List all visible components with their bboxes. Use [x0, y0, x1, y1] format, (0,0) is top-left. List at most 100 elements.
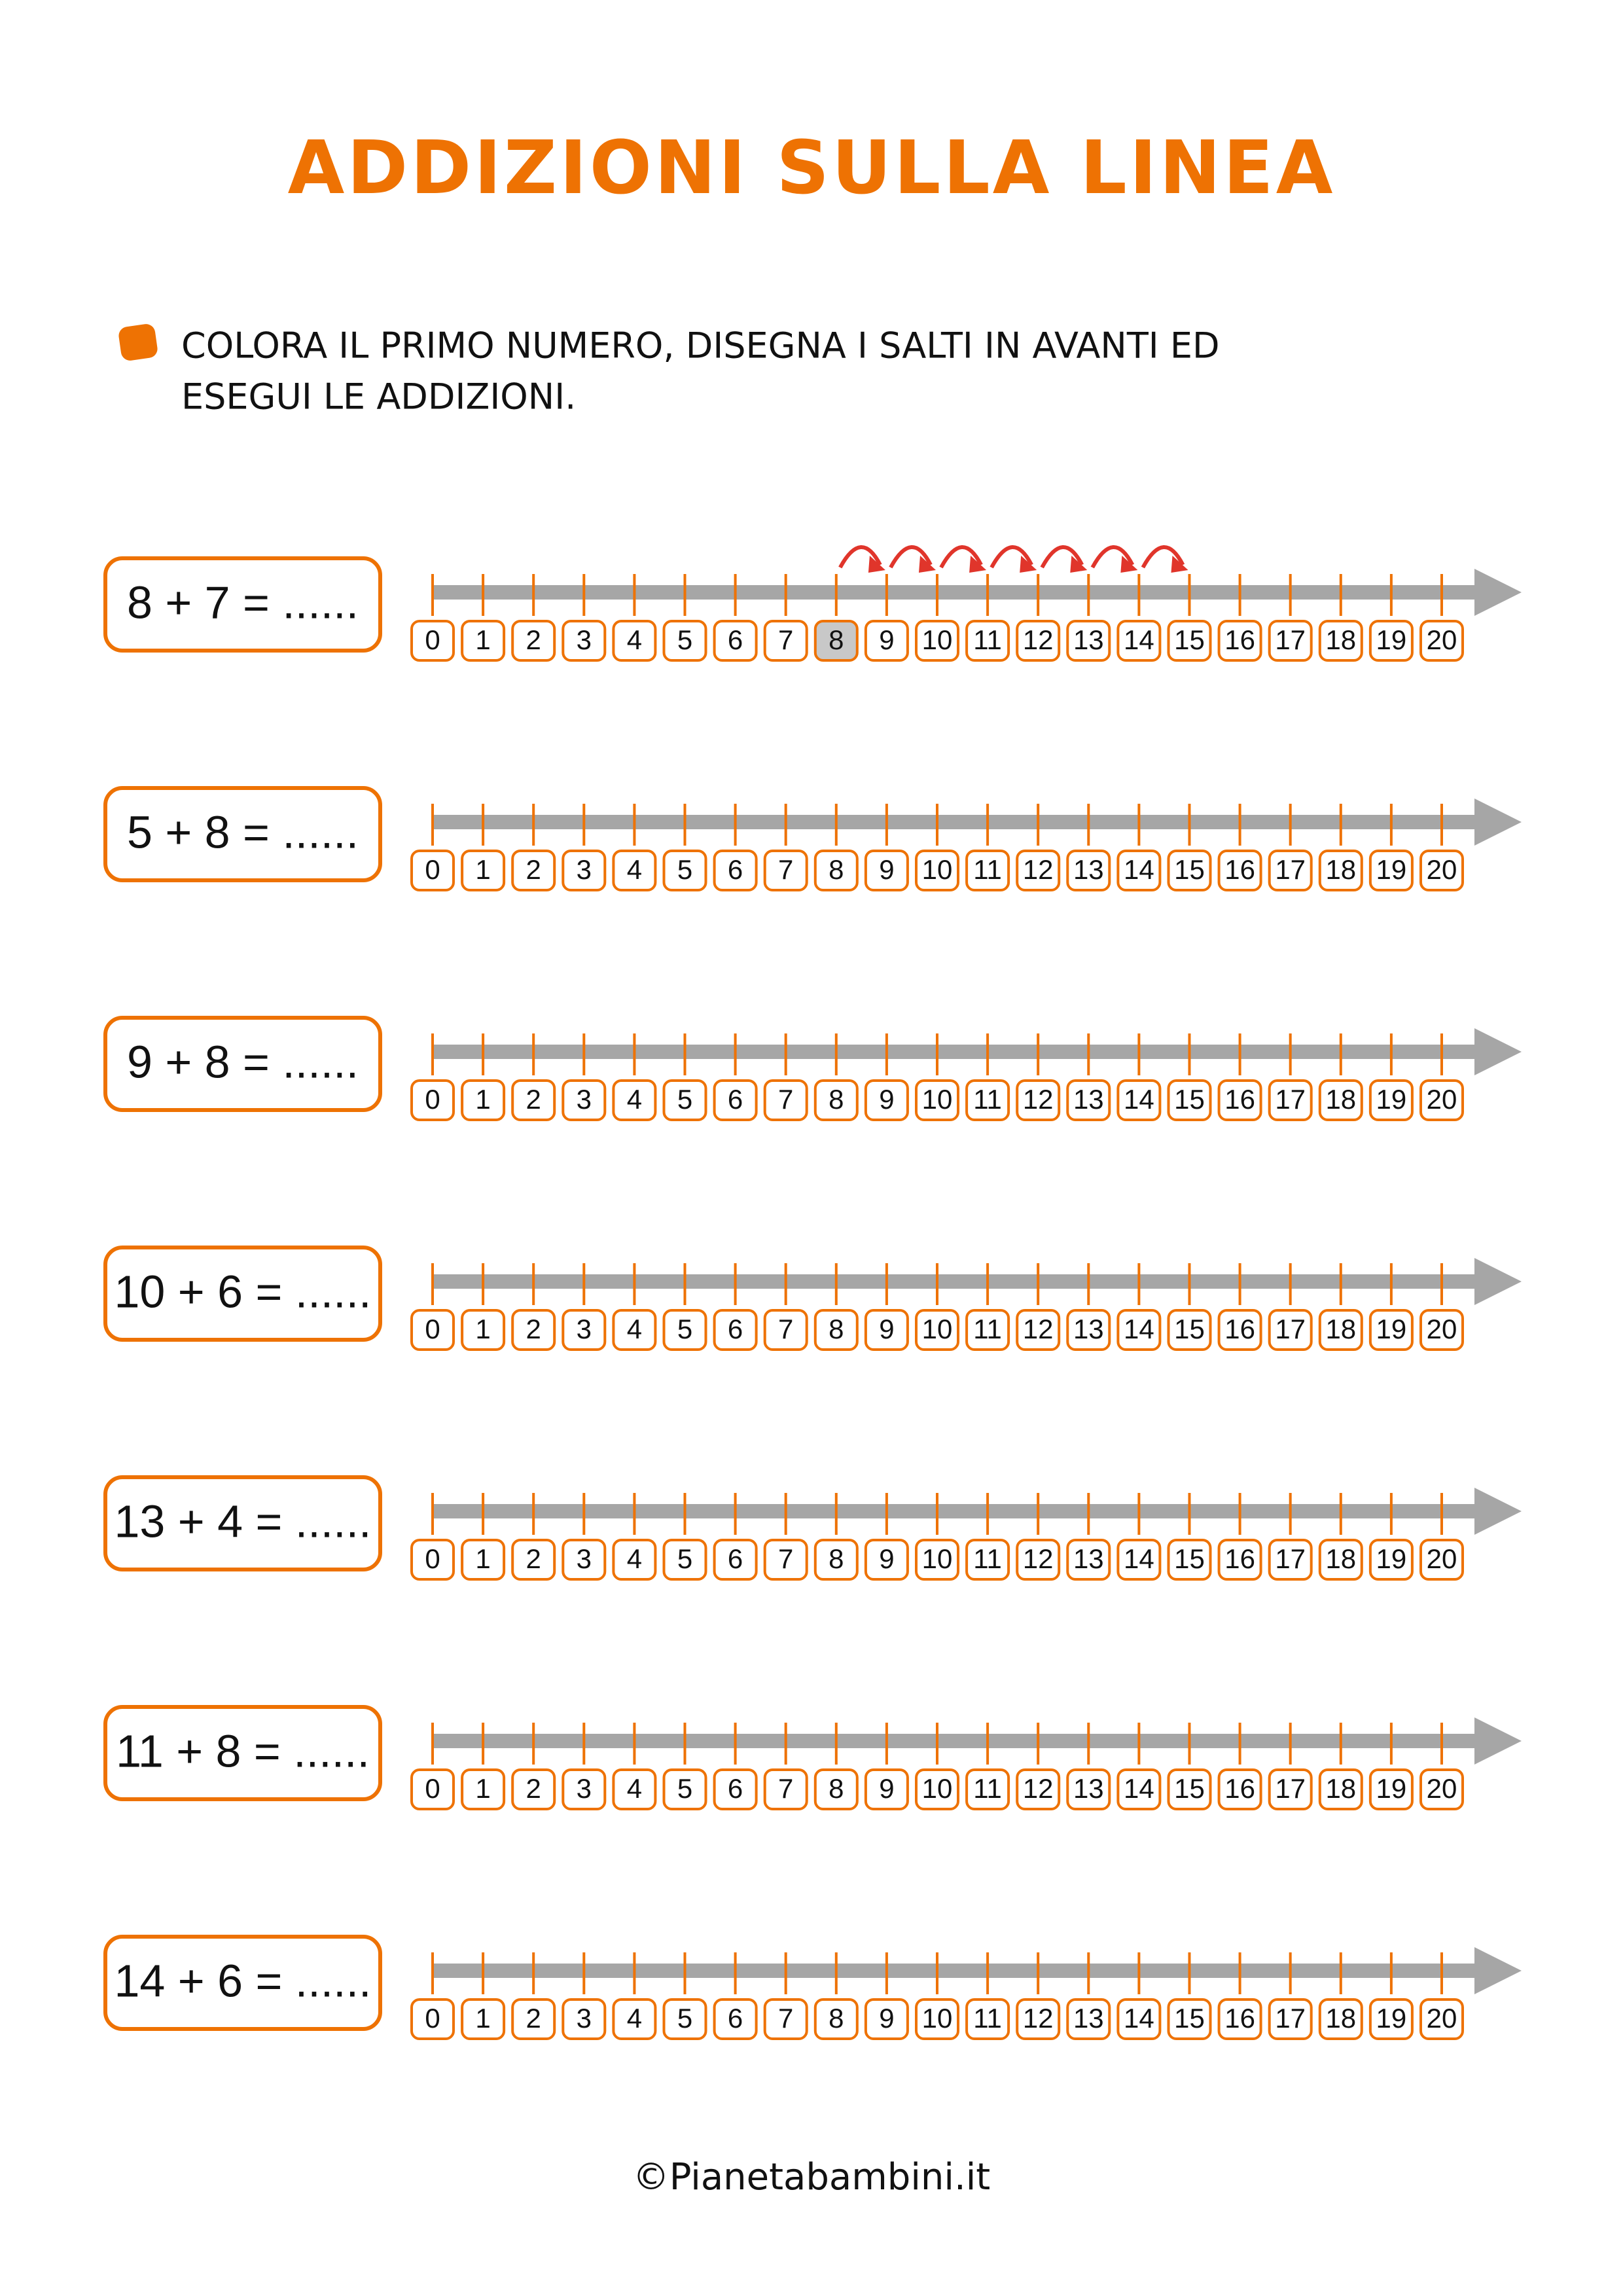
number-label: 9: [879, 1773, 894, 1804]
jump-arrow: [1171, 556, 1188, 573]
number-label: 17: [1275, 1314, 1306, 1344]
arrowhead: [1474, 1028, 1522, 1075]
number-box: [461, 1539, 506, 1581]
number-label: 0: [425, 1543, 440, 1574]
number-label: 9: [879, 854, 894, 885]
number-label: 2: [526, 2003, 541, 2034]
number-box: [864, 1539, 909, 1581]
number-label: 14: [1124, 1773, 1154, 1804]
number-label: 7: [778, 1314, 793, 1344]
number-label: 7: [778, 1773, 793, 1804]
number-label: 6: [728, 2003, 743, 2034]
number-box: [562, 1768, 607, 1810]
number-box: [713, 850, 758, 891]
number-label: 11: [973, 2003, 1002, 2034]
jump-arc: [939, 545, 983, 569]
number-label: 13: [1073, 1543, 1104, 1574]
number-label: 0: [425, 624, 440, 655]
number-label: 14: [1124, 624, 1154, 655]
number-label: 19: [1376, 1773, 1407, 1804]
arrowhead: [1474, 569, 1522, 616]
number-label: 3: [577, 624, 592, 655]
arrowhead: [1474, 798, 1522, 846]
number-box: [612, 850, 657, 891]
number-box: [511, 1079, 556, 1121]
line-bar: [433, 585, 1480, 600]
number-label: 12: [1023, 2003, 1054, 2034]
number-box: [662, 1998, 707, 2040]
number-label: 13: [1073, 854, 1104, 885]
number-label: 13: [1073, 1084, 1104, 1115]
number-box: [813, 850, 859, 891]
arrowhead: [1474, 1947, 1522, 1994]
number-box: [1116, 1998, 1162, 2040]
expression-box: [103, 556, 382, 653]
number-box: [562, 1079, 607, 1121]
number-box: [1066, 1768, 1111, 1810]
number-box: [1419, 1309, 1464, 1351]
number-label: 15: [1174, 1773, 1205, 1804]
number-box: [1318, 1539, 1363, 1581]
number-box: [410, 620, 455, 662]
number-label: 9: [879, 624, 894, 655]
number-box: [1419, 1768, 1464, 1810]
number-label: 17: [1275, 2003, 1306, 2034]
line-bar: [433, 1274, 1480, 1289]
number-box: [1368, 620, 1414, 662]
number-box: [763, 620, 808, 662]
number-label: 19: [1376, 1314, 1407, 1344]
number-box: [713, 620, 758, 662]
number-box: [662, 1309, 707, 1351]
expression: 14 + 6 = ......: [114, 1955, 371, 2006]
number-box: [1066, 1539, 1111, 1581]
number-box: [1318, 1768, 1363, 1810]
number-label: 7: [778, 1084, 793, 1115]
number-box: [813, 1309, 859, 1351]
number-box: [915, 1768, 959, 1810]
number-box: [662, 1768, 707, 1810]
number-box: [1016, 620, 1061, 662]
number-box: [1217, 1998, 1262, 2040]
line-bar: [433, 1504, 1480, 1518]
number-box: [864, 620, 909, 662]
expression-box: [103, 1935, 382, 2031]
number-box: [1066, 850, 1111, 891]
number-label: 11: [973, 1543, 1002, 1574]
number-box: [1368, 1998, 1414, 2040]
number-label: 12: [1023, 854, 1054, 885]
number-box: [1217, 1309, 1262, 1351]
number-label: 11: [973, 854, 1002, 885]
number-box: [1268, 850, 1313, 891]
number-label: 5: [677, 624, 692, 655]
number-label: 0: [425, 1314, 440, 1344]
number-box: [965, 1768, 1010, 1810]
number-label: 18: [1325, 1773, 1356, 1804]
number-label: 16: [1224, 854, 1255, 885]
number-label: 16: [1224, 2003, 1255, 2034]
expression: 5 + 8 = ......: [127, 806, 359, 857]
number-label: 14: [1124, 2003, 1154, 2034]
number-box: [864, 1309, 909, 1351]
number-label: 19: [1376, 624, 1407, 655]
number-box: [562, 620, 607, 662]
number-box: [1217, 850, 1262, 891]
number-box: [562, 1998, 607, 2040]
number-label: 2: [526, 624, 541, 655]
number-box: [410, 1309, 455, 1351]
number-box: [1368, 1768, 1414, 1810]
number-box: [713, 1079, 758, 1121]
number-label: 2: [526, 1084, 541, 1115]
number-box: [763, 1768, 808, 1810]
number-box: [713, 1768, 758, 1810]
number-label: 3: [577, 1084, 592, 1115]
number-box: [562, 1309, 607, 1351]
number-label: 8: [829, 1084, 844, 1115]
number-label: 2: [526, 1773, 541, 1804]
number-label: 0: [425, 2003, 440, 2034]
number-label: 16: [1224, 624, 1255, 655]
number-label: 16: [1224, 1084, 1255, 1115]
number-label: 7: [778, 1543, 793, 1574]
number-box: [1116, 1539, 1162, 1581]
number-label: 9: [879, 2003, 894, 2034]
